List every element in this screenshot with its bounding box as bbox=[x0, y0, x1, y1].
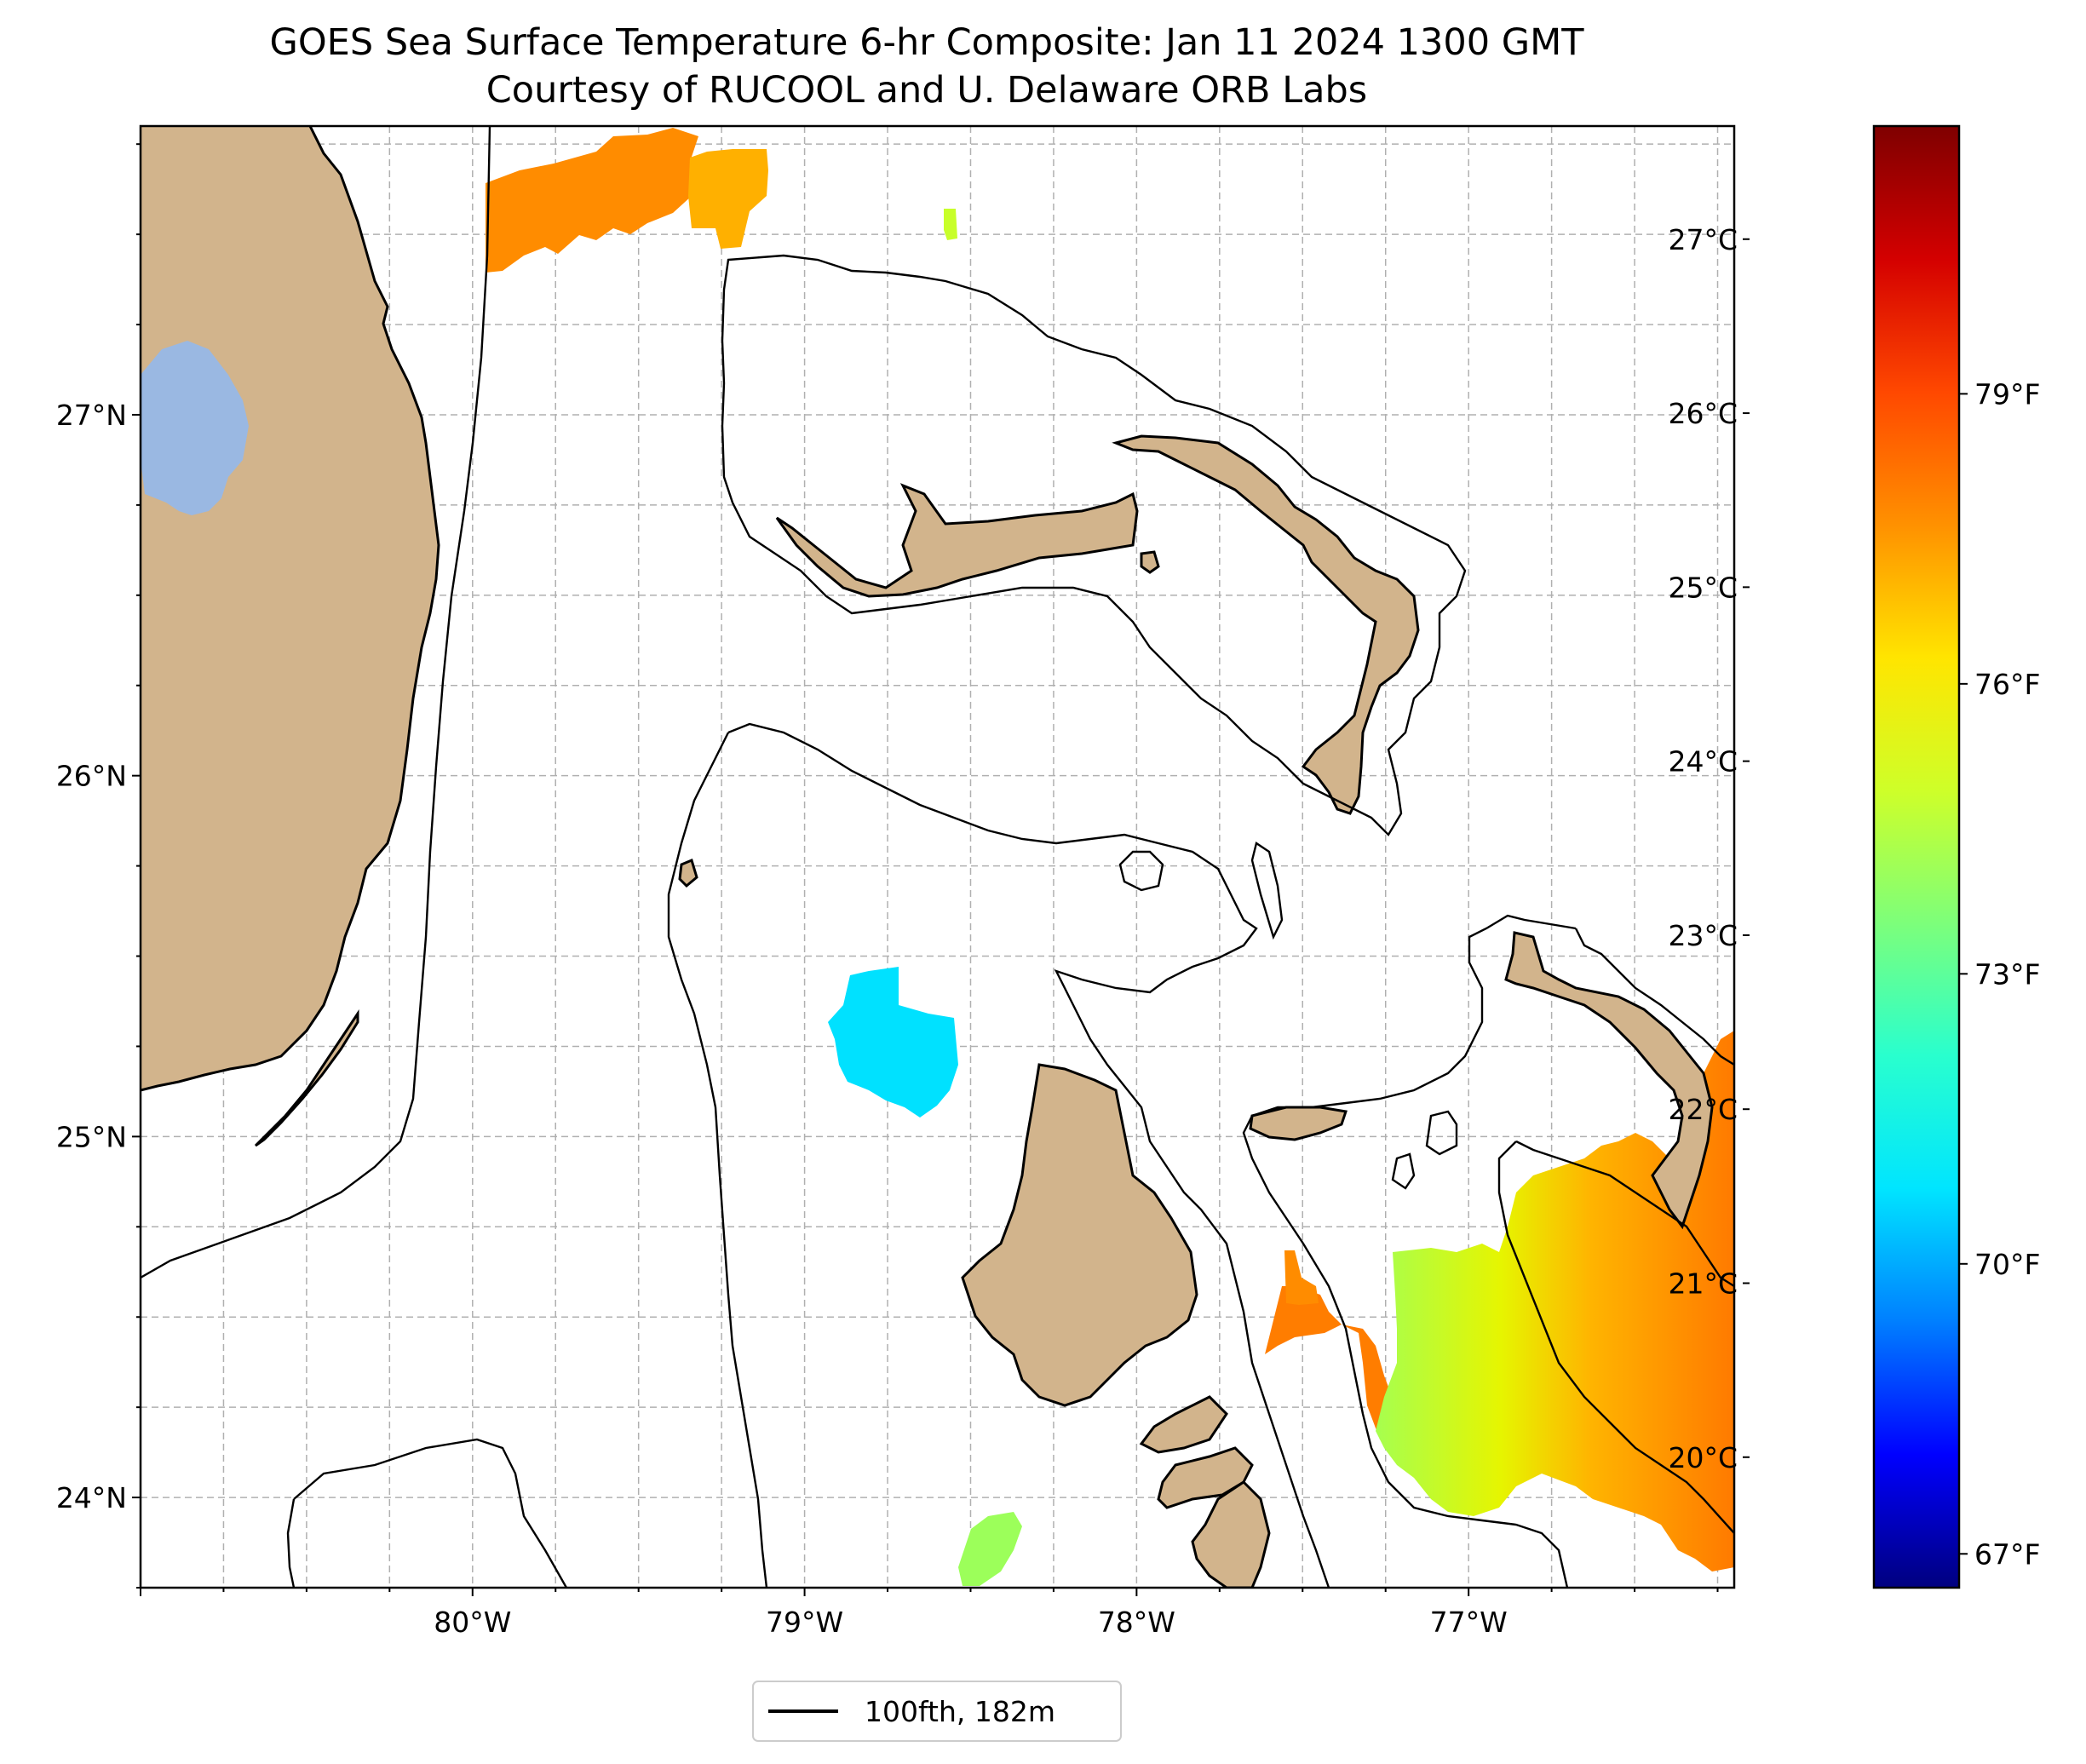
fahrenheit-tick-label: 73°F bbox=[1974, 957, 2040, 991]
eleuthera bbox=[1504, 931, 1714, 1230]
sst-patch-south-east-main bbox=[1376, 1031, 1734, 1572]
andros-south-3 bbox=[1191, 1480, 1271, 1588]
great-abaco bbox=[1112, 434, 1420, 815]
sst-patch-south-green bbox=[958, 1512, 1022, 1586]
land-layer bbox=[141, 126, 1714, 1588]
fahrenheit-tick-label: 76°F bbox=[1974, 668, 2040, 701]
lat-tick-label: 24°N bbox=[56, 1481, 127, 1514]
sst-layer bbox=[486, 128, 1734, 1586]
colorbar: 20°C 21°C 22°C 23°C 24°C 25°C 26°C 27°C 67°F 70°… bbox=[1668, 124, 2040, 1589]
sst-patch-north-east bbox=[688, 149, 768, 249]
map-title-line1: GOES Sea Surface Temperature 6-hr Compos… bbox=[270, 21, 1585, 64]
colorbar-celsius-axis: 20°C 21°C 22°C 23°C 24°C 25°C 26°C 27°C bbox=[1668, 223, 1750, 1474]
berry-island bbox=[1140, 550, 1160, 574]
map-frame bbox=[139, 124, 1736, 1589]
lake-okeechobee bbox=[141, 341, 249, 515]
map-panel bbox=[141, 126, 1734, 1588]
legend-box bbox=[752, 1681, 1122, 1742]
map-title-line2: Courtesy of RUCOOL and U. Delaware ORB L… bbox=[486, 69, 1367, 112]
florida-keys bbox=[254, 1009, 359, 1147]
celsius-tick-label: 25°C bbox=[1668, 571, 1738, 604]
lat-tick-label: 27°N bbox=[56, 399, 127, 432]
fahrenheit-tick-label: 67°F bbox=[1974, 1537, 2040, 1571]
celsius-tick-label: 20°C bbox=[1668, 1441, 1738, 1474]
sst-patch-central-cyan bbox=[828, 967, 958, 1118]
legend-label: 100fth, 182m bbox=[865, 1695, 1055, 1728]
sst-patch-small-north bbox=[944, 209, 957, 240]
sst-patch-north-central bbox=[486, 128, 698, 273]
lon-tick-label: 79°W bbox=[766, 1606, 843, 1639]
lat-tick-label: 26°N bbox=[56, 760, 127, 793]
colorbar-fahrenheit-axis: 67°F 70°F 73°F 76°F 79°F bbox=[1959, 377, 2040, 1571]
celsius-tick-label: 22°C bbox=[1668, 1093, 1738, 1126]
colorbar-gradient bbox=[1872, 124, 1961, 1589]
longitude-axis: 80°W 79°W 78°W 77°W bbox=[140, 1588, 1719, 1639]
celsius-tick-label: 21°C bbox=[1668, 1267, 1738, 1301]
lon-tick-label: 77°W bbox=[1430, 1606, 1508, 1639]
lon-tick-label: 78°W bbox=[1098, 1606, 1175, 1639]
latitude-axis: 24°N 25°N 26°N 27°N bbox=[56, 143, 141, 1589]
sst-patch-small-west bbox=[1284, 1250, 1319, 1305]
lon-tick-label: 80°W bbox=[434, 1606, 511, 1639]
fahrenheit-tick-label: 70°F bbox=[1974, 1248, 2040, 1281]
celsius-tick-label: 23°C bbox=[1668, 919, 1738, 952]
celsius-tick-label: 26°C bbox=[1668, 397, 1738, 430]
celsius-tick-label: 24°C bbox=[1668, 745, 1738, 779]
grand-bahama bbox=[775, 483, 1139, 598]
cay-west bbox=[678, 858, 698, 888]
fahrenheit-tick-label: 79°F bbox=[1974, 377, 2040, 411]
contours-100fth bbox=[141, 126, 1734, 1588]
andros-island bbox=[961, 1063, 1198, 1407]
lat-tick-label: 25°N bbox=[56, 1120, 127, 1153]
celsius-tick-label: 27°C bbox=[1668, 223, 1738, 256]
andros-south bbox=[1139, 1395, 1228, 1454]
legend: 100fth, 182m bbox=[752, 1681, 1122, 1742]
